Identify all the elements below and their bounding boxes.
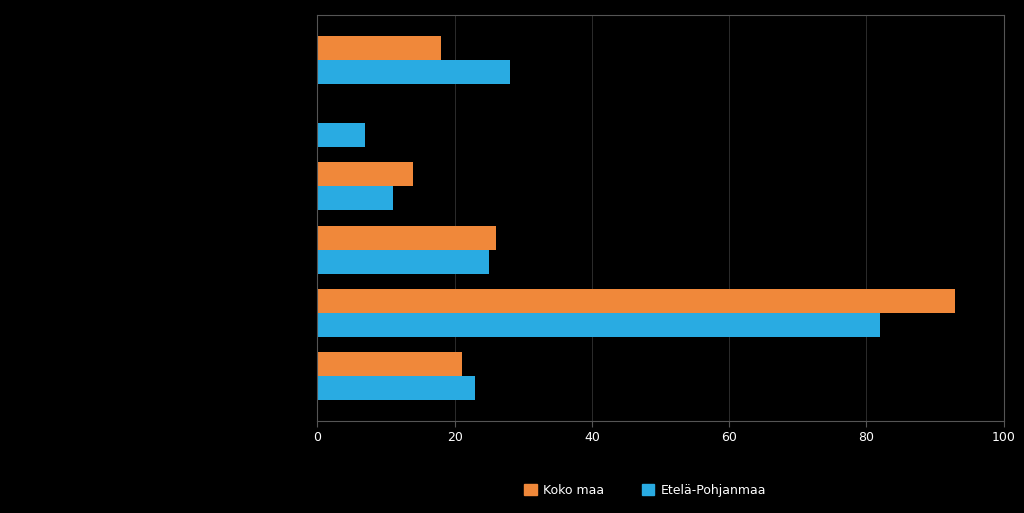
Bar xyxy=(317,162,414,186)
Bar xyxy=(317,36,441,60)
Bar xyxy=(317,352,462,377)
Bar xyxy=(317,289,955,313)
Bar xyxy=(317,250,489,274)
Bar xyxy=(317,377,475,401)
Bar xyxy=(317,123,366,147)
Bar xyxy=(317,226,496,250)
Legend: Koko maa, Etelä-Pohjanmaa: Koko maa, Etelä-Pohjanmaa xyxy=(519,479,771,502)
Bar xyxy=(317,313,880,337)
Bar xyxy=(317,60,510,84)
Bar xyxy=(317,186,393,210)
